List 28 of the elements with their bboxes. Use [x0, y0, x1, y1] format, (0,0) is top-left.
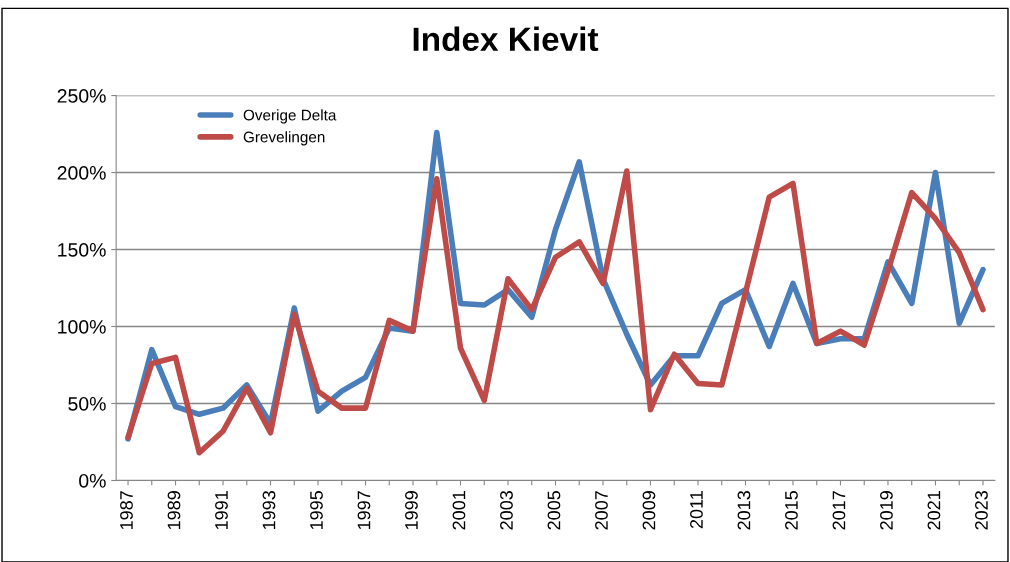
x-tick-label: 1999 — [405, 491, 418, 530]
y-tick-label: 0% — [79, 473, 106, 488]
x-tick-label: 1995 — [310, 490, 323, 530]
x-tick-label: 2015 — [785, 490, 798, 530]
x-tick-label: 2017 — [832, 491, 846, 530]
x-tick-label: 2013 — [737, 491, 751, 530]
x-tick-label: 1991 — [215, 491, 228, 530]
legend-label: Grevelingen — [243, 131, 325, 146]
x-tick-label: 2009 — [642, 491, 656, 530]
y-tick-label: 100% — [58, 319, 106, 334]
x-tick-label: 1987 — [120, 491, 133, 530]
x-tick-label: 2001 — [452, 491, 466, 530]
chart-title: Index Kievit — [413, 26, 599, 52]
x-tick-label: 2021 — [927, 491, 941, 530]
legend-label: Overige Delta — [243, 109, 337, 124]
x-tick-label: 1993 — [262, 491, 276, 530]
y-tick-label: 200% — [57, 166, 106, 180]
x-tick-label: 2023 — [975, 491, 988, 530]
y-tick-label: 50% — [68, 396, 106, 411]
y-tick-label: 150% — [58, 243, 106, 257]
y-tick-label: 250% — [57, 89, 106, 103]
x-tick-label: 2007 — [595, 491, 608, 530]
x-tick-label: 2019 — [880, 491, 893, 530]
x-tick-label: 2011 — [690, 491, 703, 529]
x-tick-label: 2005 — [547, 490, 561, 530]
x-tick-label: 2003 — [500, 491, 513, 530]
x-tick-label: 1997 — [357, 491, 371, 530]
x-tick-label: 1989 — [167, 491, 181, 530]
